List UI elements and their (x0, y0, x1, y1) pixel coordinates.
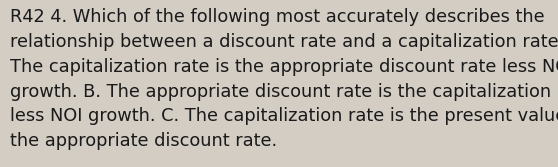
Text: R42 4. Which of the following most accurately describes the
relationship between: R42 4. Which of the following most accur… (10, 8, 558, 150)
